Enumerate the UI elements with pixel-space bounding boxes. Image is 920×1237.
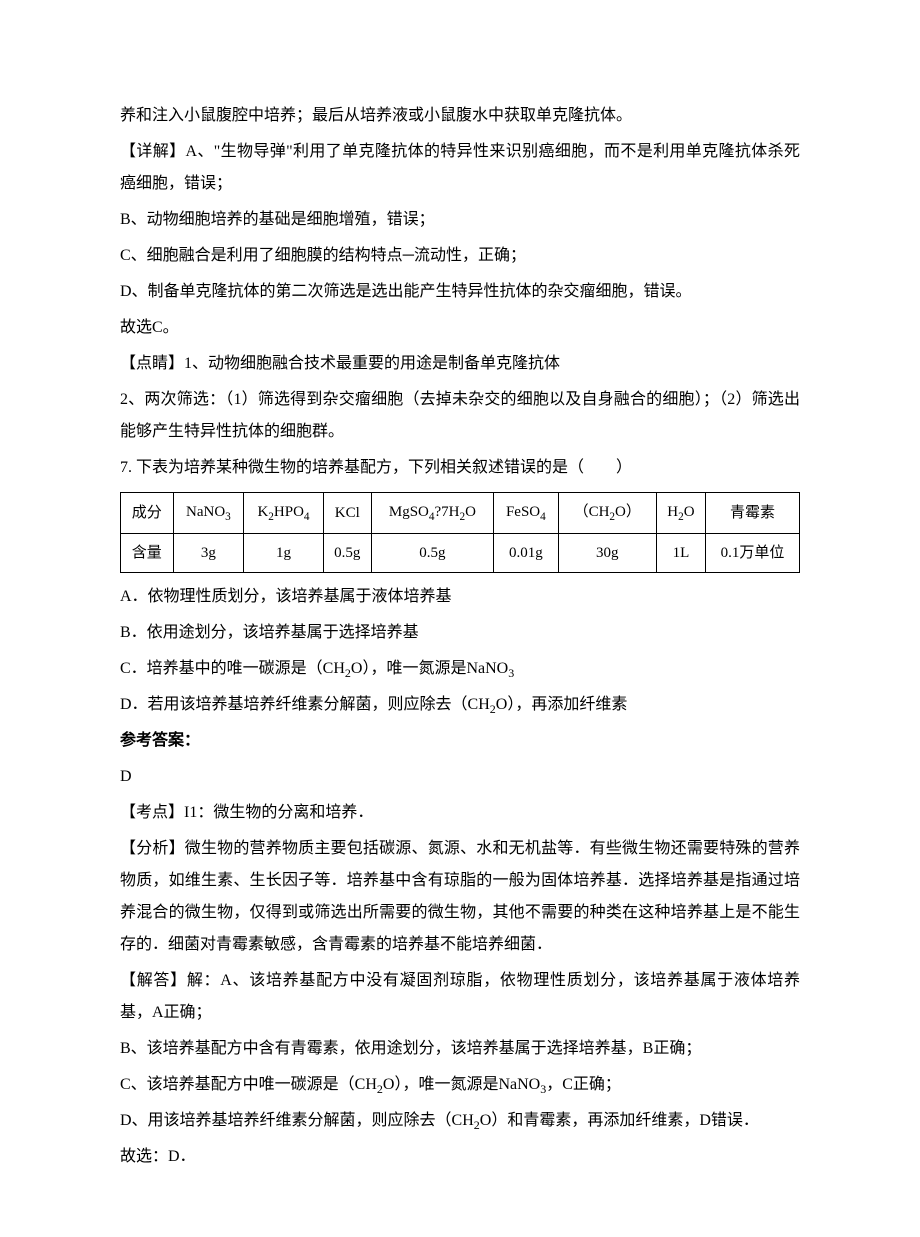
table-cell: MgSO4?7H2O	[371, 493, 493, 534]
option-c: C．培养基中的唯一碳源是（CH2O），唯一氮源是NaNO3	[120, 653, 800, 685]
option-d: D．若用该培养基培养纤维素分解菌，则应除去（CH2O），再添加纤维素	[120, 689, 800, 721]
table-cell: 0.01g	[494, 533, 559, 572]
question-7: 7. 下表为培养某种微生物的培养基配方，下列相关叙述错误的是（ ）	[120, 452, 800, 484]
paragraph: 养和注入小鼠腹腔中培养；最后从培养液或小鼠腹水中获取单克隆抗体。	[120, 100, 800, 132]
paragraph: 【点睛】1、动物细胞融合技术最重要的用途是制备单克隆抗体	[120, 348, 800, 380]
table-row: 成分 NaNO3 K2HPO4 KCl MgSO4?7H2O FeSO4 （CH…	[121, 493, 800, 534]
option-a: A．依物理性质划分，该培养基属于液体培养基	[120, 581, 800, 613]
table-cell: 0.5g	[323, 533, 371, 572]
paragraph: 2、两次筛选：（1）筛选得到杂交瘤细胞（去掉未杂交的细胞以及自身融合的细胞）；（…	[120, 384, 800, 448]
paragraph: 【详解】A、"生物导弹"利用了单克隆抗体的特异性来识别癌细胞，而不是利用单克隆抗…	[120, 136, 800, 200]
table-cell: 青霉素	[706, 493, 800, 534]
table-cell: （CH2O）	[558, 493, 656, 534]
answer-value: D	[120, 761, 800, 793]
paragraph: C、细胞融合是利用了细胞膜的结构特点─流动性，正确；	[120, 240, 800, 272]
medium-table: 成分 NaNO3 K2HPO4 KCl MgSO4?7H2O FeSO4 （CH…	[120, 492, 800, 573]
table-cell: NaNO3	[173, 493, 244, 534]
table-cell: H2O	[656, 493, 705, 534]
row-label-cell: 含量	[121, 533, 174, 572]
table-row: 含量 3g 1g 0.5g 0.5g 0.01g 30g 1L 0.1万单位	[121, 533, 800, 572]
table-cell: 1L	[656, 533, 705, 572]
answer-label: 参考答案：	[120, 725, 800, 757]
table-cell: FeSO4	[494, 493, 559, 534]
conclusion: 故选：D．	[120, 1141, 800, 1173]
table-cell: 1g	[244, 533, 324, 572]
solve-b: B、该培养基配方中含有青霉素，依用途划分，该培养基属于选择培养基，B正确；	[120, 1033, 800, 1065]
paragraph: D、制备单克隆抗体的第二次筛选是选出能产生特异性抗体的杂交瘤细胞，错误。	[120, 276, 800, 308]
paragraph: 故选C。	[120, 312, 800, 344]
option-b: B．依用途划分，该培养基属于选择培养基	[120, 617, 800, 649]
table-cell: K2HPO4	[244, 493, 324, 534]
table-cell: 0.5g	[371, 533, 493, 572]
solve-c: C、该培养基配方中唯一碳源是（CH2O），唯一氮源是NaNO3，C正确；	[120, 1069, 800, 1101]
table-cell: 30g	[558, 533, 656, 572]
table-cell: 3g	[173, 533, 244, 572]
solve-a: 【解答】解：A、该培养基配方中没有凝固剂琼脂，依物理性质划分，该培养基属于液体培…	[120, 965, 800, 1029]
table-cell: KCl	[323, 493, 371, 534]
exam-point: 【考点】I1：微生物的分离和培养．	[120, 797, 800, 829]
analysis: 【分析】微生物的营养物质主要包括碳源、氮源、水和无机盐等．有些微生物还需要特殊的…	[120, 833, 800, 961]
composition-table: 成分 NaNO3 K2HPO4 KCl MgSO4?7H2O FeSO4 （CH…	[120, 492, 800, 573]
paragraph: B、动物细胞培养的基础是细胞增殖，错误；	[120, 204, 800, 236]
row-label-cell: 成分	[121, 493, 174, 534]
solve-d: D、用该培养基培养纤维素分解菌，则应除去（CH2O）和青霉素，再添加纤维素，D错…	[120, 1105, 800, 1137]
table-cell: 0.1万单位	[706, 533, 800, 572]
